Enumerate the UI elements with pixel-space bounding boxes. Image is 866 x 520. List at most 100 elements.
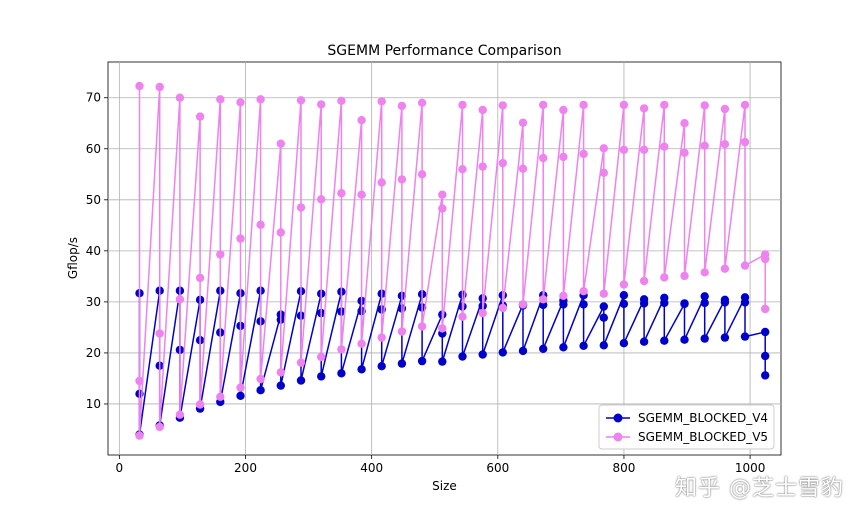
data-point bbox=[478, 350, 487, 359]
legend-label-v5: SGEMM_BLOCKED_V5 bbox=[638, 430, 768, 444]
data-point bbox=[761, 304, 770, 314]
data-point bbox=[236, 98, 245, 107]
data-point bbox=[135, 431, 144, 440]
data-point bbox=[195, 400, 205, 409]
data-point bbox=[761, 327, 770, 337]
data-point bbox=[337, 96, 346, 106]
data-point bbox=[397, 359, 407, 368]
chart-title: SGEMM Performance Comparison bbox=[327, 43, 561, 59]
data-point bbox=[700, 101, 709, 110]
data-point bbox=[639, 104, 649, 113]
x-tick-label: 600 bbox=[486, 461, 509, 475]
data-point bbox=[276, 228, 285, 237]
y-axis: 10 20 30 40 50 60 70 bbox=[86, 91, 108, 411]
x-tick-label: 400 bbox=[360, 461, 383, 475]
data-point bbox=[740, 261, 750, 270]
data-point bbox=[155, 329, 164, 338]
data-point bbox=[256, 95, 265, 104]
data-point bbox=[498, 348, 507, 357]
data-point bbox=[276, 381, 285, 390]
data-point bbox=[639, 276, 649, 286]
data-point bbox=[458, 100, 467, 110]
data-point bbox=[458, 165, 467, 174]
data-point bbox=[518, 300, 528, 309]
data-point bbox=[357, 365, 366, 374]
data-point bbox=[559, 300, 568, 309]
data-point bbox=[599, 313, 608, 322]
data-point bbox=[559, 343, 568, 352]
data-point bbox=[438, 204, 447, 213]
data-point bbox=[317, 352, 326, 362]
data-point bbox=[236, 391, 245, 400]
data-point bbox=[559, 105, 568, 115]
data-point bbox=[256, 386, 265, 395]
data-point bbox=[539, 344, 548, 353]
y-axis-label: Gflop/s bbox=[66, 237, 80, 279]
legend-label-v4: SGEMM_BLOCKED_V4 bbox=[638, 411, 768, 425]
data-point bbox=[337, 345, 346, 354]
data-point bbox=[236, 234, 245, 243]
data-point bbox=[761, 254, 770, 264]
data-point bbox=[660, 298, 669, 308]
data-point bbox=[478, 105, 487, 115]
series-v5 bbox=[135, 81, 770, 440]
data-point bbox=[740, 298, 750, 307]
x-tick-label: 200 bbox=[234, 461, 257, 475]
data-point bbox=[377, 362, 386, 371]
y-tick-label: 70 bbox=[86, 91, 101, 105]
data-point bbox=[438, 190, 447, 199]
data-point bbox=[619, 100, 629, 110]
data-point bbox=[377, 97, 386, 106]
data-point bbox=[761, 371, 770, 380]
data-point bbox=[498, 303, 507, 313]
data-point bbox=[417, 170, 427, 179]
data-point bbox=[296, 203, 306, 212]
data-point bbox=[216, 250, 225, 259]
data-point bbox=[740, 332, 750, 341]
data-point bbox=[377, 333, 386, 342]
data-point bbox=[397, 327, 407, 336]
data-point bbox=[175, 410, 185, 419]
data-point bbox=[518, 164, 528, 173]
data-point bbox=[135, 376, 144, 386]
data-point bbox=[337, 189, 346, 198]
data-point bbox=[498, 101, 507, 110]
data-point bbox=[397, 175, 407, 184]
data-point bbox=[599, 168, 608, 177]
legend-marker-v5 bbox=[613, 432, 623, 442]
x-axis: 0 200 400 600 800 1000 bbox=[116, 455, 765, 475]
data-point bbox=[397, 101, 407, 111]
series-line bbox=[138, 86, 766, 437]
data-point bbox=[660, 100, 669, 110]
data-point bbox=[195, 112, 205, 121]
data-point bbox=[720, 333, 730, 342]
data-point bbox=[700, 292, 709, 301]
data-point bbox=[216, 392, 225, 401]
y-tick-label: 40 bbox=[86, 244, 101, 258]
data-point bbox=[438, 357, 447, 366]
data-point bbox=[478, 162, 487, 171]
data-point bbox=[680, 335, 689, 344]
data-point bbox=[680, 299, 689, 308]
data-point bbox=[579, 300, 588, 309]
y-tick-label: 20 bbox=[86, 346, 101, 360]
y-tick-label: 10 bbox=[86, 397, 101, 411]
data-point bbox=[236, 383, 245, 392]
data-point bbox=[296, 358, 306, 367]
data-point bbox=[377, 178, 386, 187]
data-point bbox=[619, 339, 629, 348]
watermark: 知乎 @芝士雪豹 bbox=[675, 476, 844, 501]
data-point bbox=[417, 356, 427, 366]
x-tick-label: 800 bbox=[612, 461, 635, 475]
data-point bbox=[135, 81, 144, 91]
data-point bbox=[357, 116, 366, 125]
data-point bbox=[619, 291, 629, 300]
data-point bbox=[720, 104, 730, 114]
data-point bbox=[660, 273, 669, 282]
data-point bbox=[720, 140, 730, 149]
legend-marker-v4 bbox=[613, 413, 623, 423]
x-axis-label: Size bbox=[432, 479, 457, 493]
data-point bbox=[317, 372, 326, 381]
data-point bbox=[539, 100, 548, 110]
series-layer bbox=[135, 81, 770, 440]
